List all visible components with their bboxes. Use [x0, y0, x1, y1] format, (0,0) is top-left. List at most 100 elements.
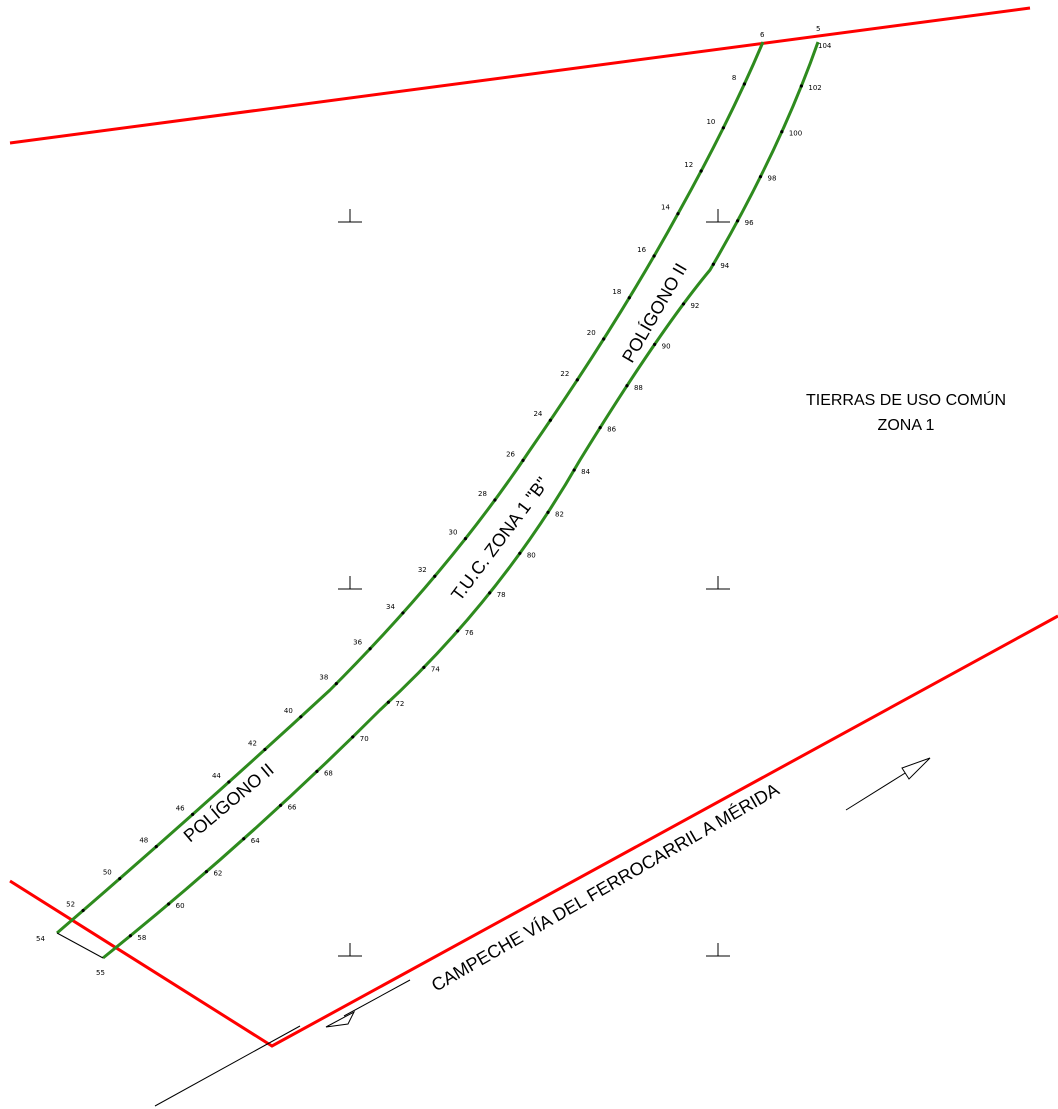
vertex-label: 36: [353, 639, 362, 647]
vertex-tick: [334, 682, 338, 686]
vertex-tick: [602, 337, 606, 341]
vertex-label: 48: [139, 837, 148, 845]
vertex-label: 26: [506, 450, 515, 458]
vertex-tick: [368, 647, 372, 651]
vertex-tick: [299, 715, 303, 719]
vertex-tick: [386, 700, 390, 704]
vertex-tick: [546, 510, 550, 514]
vertex-label: 42: [248, 740, 257, 748]
vertex-label-bottom-right: 55: [96, 969, 105, 977]
vertex-label: 102: [808, 84, 821, 92]
area-label-line1: TIERRAS DE USO COMÚN: [806, 390, 1006, 409]
vertex-label: 64: [251, 837, 260, 845]
vertex-tick: [191, 812, 195, 816]
vertex-label-top-right-b: 104: [818, 42, 832, 50]
vertex-tick: [263, 747, 267, 752]
vertex-label: 28: [478, 490, 487, 498]
area-label-line2: ZONA 1: [878, 417, 935, 434]
vertex-label: 38: [319, 674, 328, 682]
vertex-label: 44: [212, 772, 221, 780]
railway-arrows: [154, 757, 931, 1107]
vertex-label: 100: [789, 130, 802, 138]
vertex-tick: [780, 130, 784, 134]
grid-mark-icon: [338, 943, 362, 957]
vertex-label: 66: [288, 803, 297, 811]
vertex-tick: [518, 551, 522, 555]
vertex-label: 62: [213, 870, 222, 878]
arrow-icon: [154, 979, 411, 1107]
vertex-tick: [758, 175, 763, 179]
grid-mark-icon: [338, 209, 362, 223]
vertex-tick: [351, 735, 355, 739]
strip-bottom-edge: [56, 932, 104, 959]
vertex-tick: [401, 611, 405, 615]
vertex-tick: [118, 877, 122, 881]
vertex-tick: [456, 629, 460, 633]
vertex-label: 52: [66, 900, 75, 908]
vertex-label: 40: [284, 707, 293, 715]
vertex-tick: [204, 870, 209, 874]
vertex-label: 58: [137, 934, 146, 942]
vertex-label: 30: [449, 529, 458, 537]
vertex-label: 50: [103, 869, 112, 877]
vertex-label: 82: [555, 510, 564, 518]
vertex-label: 92: [690, 302, 699, 310]
railway-label: CAMPECHE VÍA DEL FERROCARRIL A MÉRIDA: [428, 779, 782, 995]
vertex-tick: [799, 84, 803, 88]
vertex-label: 80: [527, 551, 536, 559]
vertex-label: 18: [612, 288, 621, 296]
vertex-label: 88: [634, 384, 643, 392]
vertex-tick: [154, 844, 158, 849]
vertex-tick: [598, 426, 602, 430]
vertex-tick: [627, 296, 631, 300]
vertex-tick: [676, 212, 680, 216]
vertex-label: 84: [581, 468, 590, 476]
vertex-label-top-right: 5: [816, 25, 820, 33]
vertex-label: 76: [465, 629, 474, 637]
vertex-tick: [463, 537, 468, 541]
vertex-tick: [433, 574, 437, 578]
vertex-tick: [167, 902, 171, 906]
vertex-label-bottom-left: 54: [36, 935, 45, 943]
arrow-icon: [845, 757, 931, 811]
vertex-tick: [699, 169, 703, 173]
vertex-label: 12: [684, 161, 693, 169]
vertex-label: 20: [587, 329, 596, 337]
vertex-tick: [572, 468, 576, 472]
vertex-tick: [711, 262, 715, 266]
grid-mark-icon: [706, 209, 730, 223]
vertex-label: 10: [706, 118, 715, 126]
vertex-label: 86: [607, 426, 616, 434]
vertex-label: 94: [720, 262, 729, 270]
vertex-tick: [521, 458, 525, 462]
vertex-label: 98: [768, 175, 777, 183]
vertex-tick: [742, 82, 746, 86]
vertex-label: 90: [662, 342, 671, 350]
vertex-tick: [279, 803, 283, 807]
vertex-tick: [422, 665, 426, 669]
vertex-label: 74: [431, 665, 440, 673]
vertex-tick: [242, 837, 246, 841]
polygon-upper-label: POLÍGONO II: [618, 260, 691, 366]
vertex-tick: [81, 908, 85, 913]
grid-mark-icon: [706, 943, 730, 957]
vertex-label: 14: [661, 204, 670, 212]
vertex-tick: [227, 780, 231, 784]
polygon-lower-label: POLÍGONO II: [180, 759, 278, 846]
vertex-tick: [575, 378, 579, 382]
vertex-labels: 52 50 48 46 44 42 40 38 36 34 32 30 28 26 24 22 20 18 16 14…: [66, 74, 822, 942]
vertex-tick: [681, 302, 686, 306]
vertex-label: 8: [732, 74, 736, 82]
vertex-label: 22: [560, 370, 569, 378]
grid-mark-icon: [706, 576, 730, 590]
vertex-tick: [493, 498, 497, 502]
vertex-label: 70: [360, 735, 369, 743]
vertex-tick: [721, 126, 725, 130]
vertex-label: 24: [533, 410, 542, 418]
vertex-label: 68: [324, 769, 333, 777]
vertex-label: 72: [395, 700, 404, 708]
vertex-tick: [652, 254, 656, 258]
vertex-label: 32: [418, 566, 427, 574]
vertex-ticks: [81, 82, 803, 938]
